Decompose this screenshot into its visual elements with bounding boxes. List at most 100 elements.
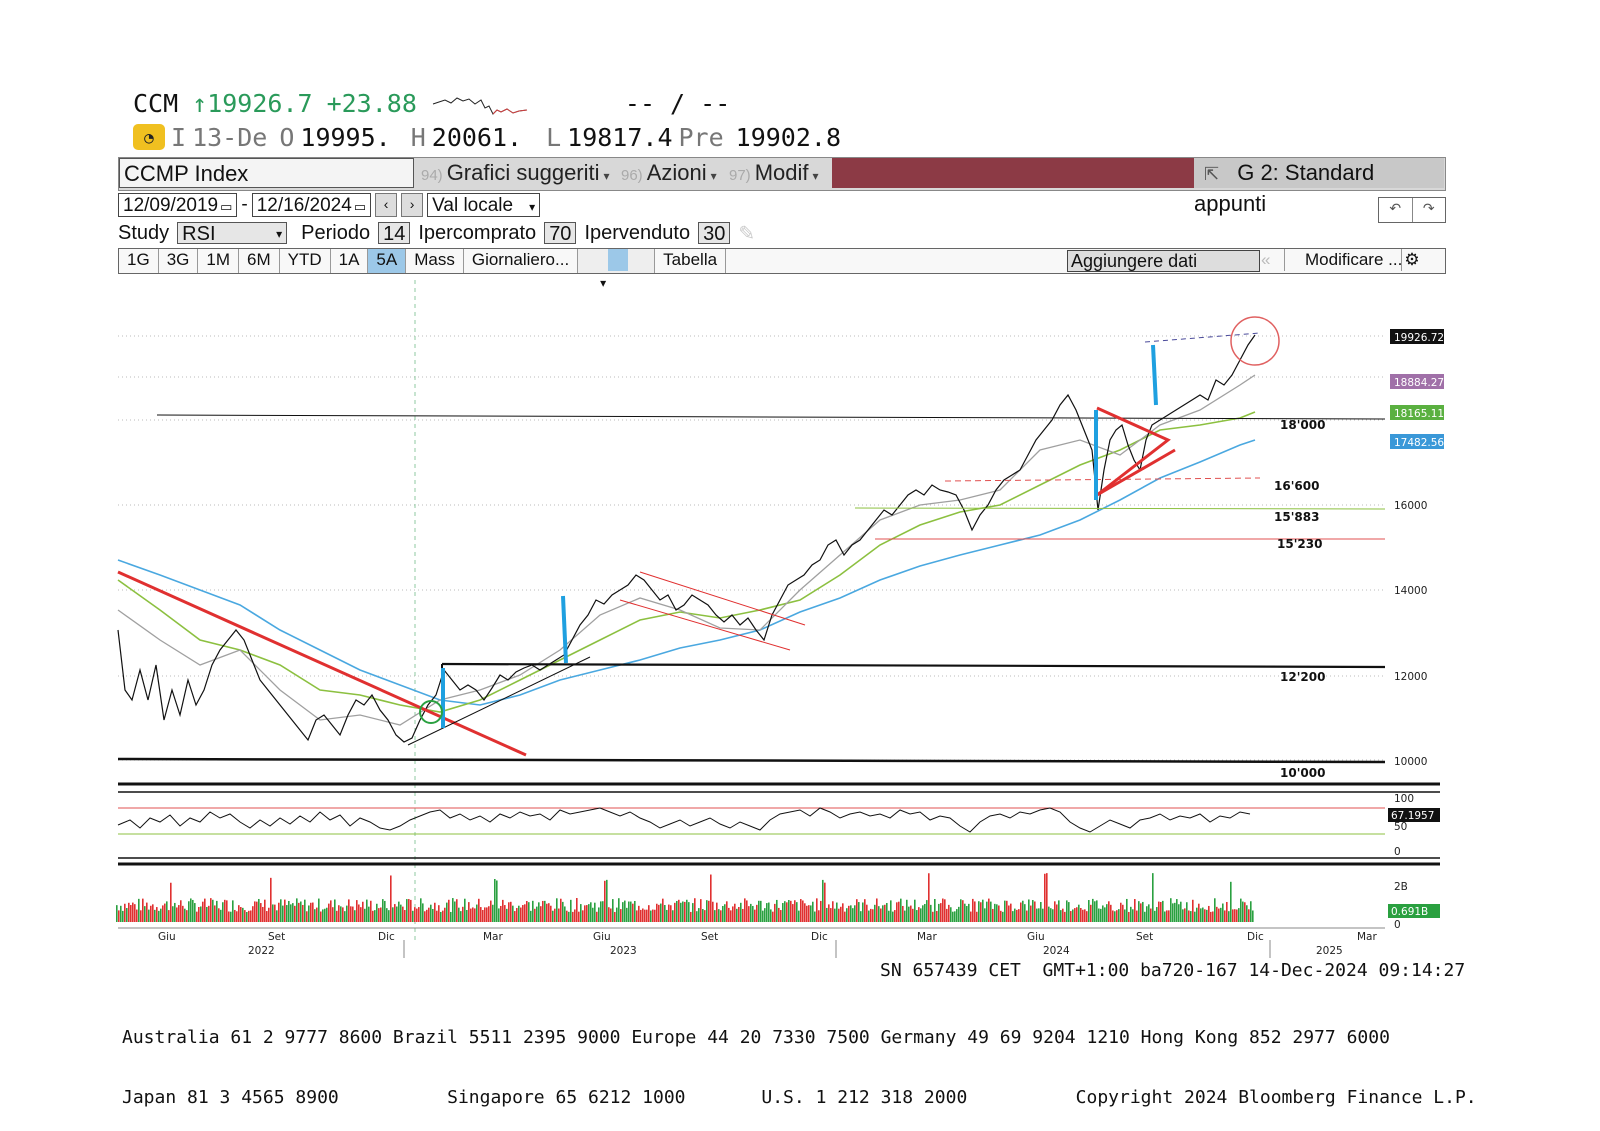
volume-bar bbox=[758, 900, 760, 922]
ma-green-tag bbox=[1390, 405, 1444, 420]
add-data-input[interactable]: Aggiungere dati bbox=[1067, 250, 1260, 272]
table-button[interactable]: Tabella bbox=[655, 249, 727, 273]
volume-bar bbox=[966, 906, 968, 922]
volume-bar bbox=[932, 911, 934, 922]
volume-bar bbox=[464, 898, 466, 922]
undo-icon[interactable]: ↶ bbox=[1379, 198, 1413, 222]
volume-bar bbox=[856, 899, 858, 922]
volume-bar bbox=[928, 873, 930, 922]
rsi-tag bbox=[1388, 808, 1440, 822]
prev-period-button[interactable]: ‹ bbox=[375, 193, 398, 217]
volume-bar bbox=[1158, 901, 1160, 922]
volume-bar bbox=[530, 910, 532, 922]
period-5a[interactable]: 5A bbox=[368, 249, 407, 273]
pencil-icon[interactable]: ✎ bbox=[738, 222, 756, 245]
volume-bar bbox=[532, 900, 534, 922]
volume-bar bbox=[474, 908, 476, 922]
x-month-label: Giu bbox=[593, 931, 611, 943]
external-link-icon[interactable]: ⇱ bbox=[1204, 164, 1220, 184]
overbought-input[interactable]: 70 bbox=[544, 222, 577, 245]
volume-bar bbox=[866, 904, 868, 922]
period-6m[interactable]: 6M bbox=[239, 249, 280, 273]
volume-bar bbox=[210, 898, 212, 922]
volume-bar bbox=[920, 908, 922, 922]
volume-bar bbox=[590, 902, 592, 922]
edit-menu[interactable]: 97) Modif ▾ bbox=[729, 158, 819, 188]
period-3g[interactable]: 3G bbox=[159, 249, 199, 273]
next-period-button[interactable]: › bbox=[401, 193, 424, 217]
collapse-icon[interactable]: « bbox=[1261, 250, 1271, 269]
period-1m[interactable]: 1M bbox=[198, 249, 239, 273]
period-1g[interactable]: 1G bbox=[119, 249, 159, 273]
volume-bar bbox=[154, 909, 156, 922]
volume-bar bbox=[328, 903, 330, 922]
volume-bar bbox=[1232, 909, 1234, 922]
volume-bar bbox=[168, 910, 170, 922]
frequency-select[interactable]: Giornaliero... bbox=[464, 249, 579, 273]
volume-bar bbox=[1152, 873, 1154, 922]
volume-bar bbox=[184, 908, 186, 922]
volume-bar bbox=[884, 904, 886, 922]
volume-bar bbox=[1212, 911, 1214, 922]
volume-bar bbox=[244, 910, 246, 922]
volume-bar bbox=[666, 909, 668, 922]
volume-bar bbox=[1246, 905, 1248, 922]
currency-label: Val locale bbox=[432, 195, 514, 216]
period-1a[interactable]: 1A bbox=[331, 249, 369, 273]
volume-bar bbox=[482, 909, 484, 922]
period-ytd[interactable]: YTD bbox=[280, 249, 331, 273]
volume-bar bbox=[352, 906, 354, 922]
volume-bar bbox=[724, 904, 726, 922]
modify-button[interactable]: Modificare ... bbox=[1284, 249, 1415, 271]
volume-bar bbox=[1092, 898, 1094, 922]
calendar-icon[interactable]: ▭ bbox=[353, 199, 367, 214]
start-date-input[interactable]: 12/09/2019 ▭ bbox=[118, 193, 238, 217]
volume-bar bbox=[1166, 910, 1168, 922]
volume-bar bbox=[302, 904, 304, 922]
end-date-input[interactable]: 12/16/2024 ▭ bbox=[251, 193, 372, 217]
volume-bar bbox=[1006, 900, 1008, 922]
period-input[interactable]: 14 bbox=[378, 222, 411, 245]
volume-bar bbox=[526, 900, 528, 922]
toolbar-spacer bbox=[832, 158, 1194, 188]
security-input[interactable]: CCMP Index bbox=[119, 158, 414, 188]
volume-bar bbox=[342, 907, 344, 922]
volume-bar bbox=[878, 906, 880, 922]
volume-bar bbox=[610, 908, 612, 922]
volume-bar bbox=[226, 900, 228, 922]
date-range-row: 12/09/2019 ▭ - 12/16/2024 ▭ ‹ › Val locale… bbox=[118, 192, 541, 218]
volume-bar bbox=[896, 902, 898, 922]
period-max[interactable]: Mass bbox=[406, 249, 464, 273]
settings-icon[interactable]: ⚙ bbox=[1401, 249, 1422, 271]
high-value: 20061. bbox=[431, 122, 523, 152]
volume-bar bbox=[806, 905, 808, 922]
actions-menu[interactable]: 96) Azioni ▾ bbox=[621, 158, 717, 188]
volume-bar bbox=[580, 904, 582, 922]
calendar-icon[interactable]: ▭ bbox=[220, 199, 233, 214]
volume-bar bbox=[452, 898, 454, 922]
gauge-icon[interactable]: ◔ bbox=[133, 124, 165, 150]
study-select[interactable]: RSI ▾ bbox=[177, 222, 288, 245]
volume-bar bbox=[322, 909, 324, 922]
chart-type-select[interactable]: |▾ bbox=[578, 249, 656, 290]
volume-bar bbox=[904, 910, 906, 922]
volume-bar bbox=[1218, 908, 1220, 922]
year-separators bbox=[403, 940, 1271, 958]
volume-tick: 0 bbox=[1394, 919, 1401, 931]
volume-bar bbox=[306, 911, 308, 922]
volume-bar bbox=[266, 911, 268, 922]
oversold-input[interactable]: 30 bbox=[698, 222, 731, 245]
redo-icon[interactable]: ↷ bbox=[1422, 201, 1435, 217]
volume-bar bbox=[726, 901, 728, 922]
volume-bar bbox=[1202, 907, 1204, 922]
suggested-charts-menu[interactable]: 94) Grafici suggeriti ▾ bbox=[421, 158, 610, 188]
volume-bar bbox=[676, 900, 678, 922]
currency-select[interactable]: Val locale ▾ bbox=[427, 193, 541, 217]
volume-bar bbox=[422, 903, 424, 922]
volume-bar bbox=[542, 900, 544, 922]
template-selector[interactable]: ⇱ G 2: Standard appunti bbox=[1194, 158, 1444, 216]
volume-bar bbox=[868, 910, 870, 922]
volume-bar bbox=[652, 909, 654, 922]
volume-bar bbox=[120, 905, 122, 922]
